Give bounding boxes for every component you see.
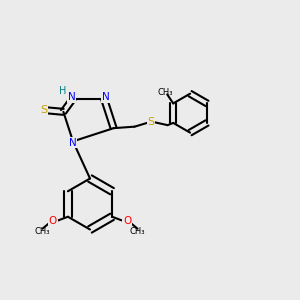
Text: H: H — [59, 86, 66, 96]
Text: N: N — [102, 92, 110, 102]
Text: O: O — [123, 216, 131, 226]
Text: CH₃: CH₃ — [158, 88, 173, 98]
Text: N: N — [68, 92, 75, 102]
Text: O: O — [49, 216, 57, 226]
Text: S: S — [148, 117, 155, 127]
Text: N: N — [69, 138, 77, 148]
Text: CH₃: CH₃ — [130, 227, 145, 236]
Text: CH₃: CH₃ — [35, 227, 50, 236]
Text: S: S — [40, 105, 47, 115]
